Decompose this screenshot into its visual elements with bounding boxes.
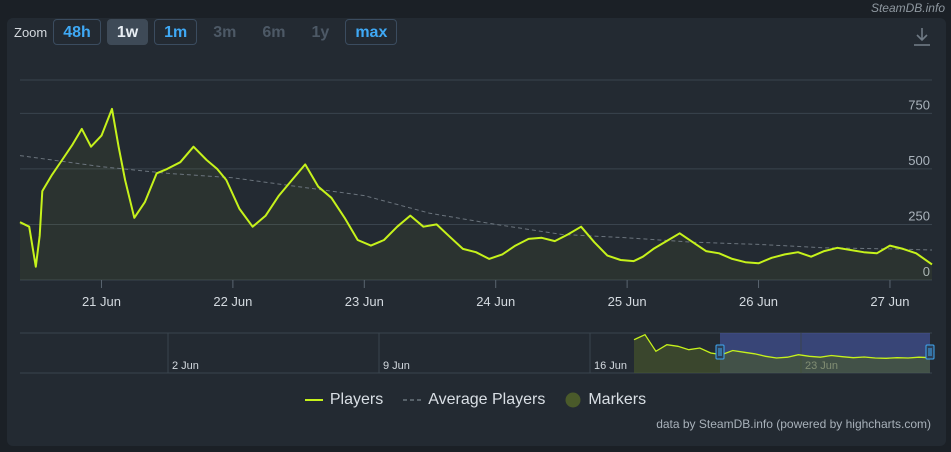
navigator-tick-label: 9 Jun bbox=[383, 360, 410, 372]
grid-lines bbox=[20, 79, 932, 281]
zoom-1w-button[interactable]: 1w bbox=[106, 19, 149, 45]
zoom-bar: Zoom 48h 1w 1m 3m 6m 1y max bbox=[14, 19, 403, 45]
x-tick-label: 27 Jun bbox=[870, 294, 909, 309]
zoom-3m-button[interactable]: 3m bbox=[213, 24, 237, 41]
y-tick-label: 750 bbox=[908, 97, 930, 112]
navigator-tick-label: 16 Jun bbox=[594, 360, 627, 372]
x-tick-label: 24 Jun bbox=[476, 294, 515, 309]
legend-item-average-players[interactable]: Average Players bbox=[403, 391, 545, 409]
zoom-48h-button[interactable]: 48h bbox=[53, 19, 101, 45]
navigator-right-handle[interactable] bbox=[925, 344, 935, 360]
legend-label: Average Players bbox=[428, 391, 546, 408]
credit-text: data by SteamDB.info (powered by highcha… bbox=[656, 417, 931, 431]
y-tick-label: 0 bbox=[923, 264, 930, 279]
zoom-label: Zoom bbox=[14, 24, 48, 40]
download-icon[interactable] bbox=[913, 26, 931, 48]
brand-watermark: SteamDB.info bbox=[870, 1, 945, 15]
navigator-left-handle[interactable] bbox=[715, 344, 725, 360]
x-tick-label: 23 Jun bbox=[345, 294, 384, 309]
legend-dash-icon bbox=[403, 399, 422, 401]
legend-item-markers[interactable]: Markers bbox=[565, 391, 646, 409]
navigator-area bbox=[634, 334, 930, 373]
legend-label: Markers bbox=[588, 391, 647, 408]
x-tick-label: 21 Jun bbox=[82, 294, 121, 309]
x-tick-label: 25 Jun bbox=[608, 294, 647, 309]
y-tick-label: 250 bbox=[908, 208, 930, 223]
x-axis-ticks: 21 Jun 22 Jun 23 Jun 24 Jun 25 Jun 26 Jun 27 J… bbox=[82, 280, 909, 309]
legend-label: Players bbox=[329, 391, 384, 408]
legend-item-players[interactable]: Players bbox=[304, 391, 384, 409]
legend-line-icon bbox=[304, 399, 323, 401]
navigator-line bbox=[633, 333, 931, 359]
y-axis-ticks: 0 250 500 750 bbox=[908, 97, 930, 279]
players-line bbox=[19, 107, 933, 268]
player-count-chart: 0 250 500 750 21 Jun 22 Jun 23 Jun 24 Jun 25 Ju… bbox=[19, 79, 935, 374]
navigator-tick-label: 2 Jun bbox=[172, 360, 199, 372]
average-players-line bbox=[19, 155, 933, 251]
legend-dot-icon bbox=[565, 392, 581, 408]
zoom-max-button[interactable]: max bbox=[345, 19, 398, 45]
plot-area bbox=[19, 107, 933, 281]
x-tick-label: 26 Jun bbox=[739, 294, 778, 309]
chart-panel bbox=[7, 18, 946, 446]
y-tick-label: 500 bbox=[908, 153, 930, 168]
zoom-1m-button[interactable]: 1m bbox=[154, 19, 198, 45]
zoom-1y-button[interactable]: 1y bbox=[311, 24, 330, 41]
legend: Players Average Players Markers bbox=[0, 391, 951, 409]
players-area bbox=[20, 108, 932, 281]
zoom-6m-button[interactable]: 6m bbox=[262, 24, 286, 41]
x-tick-label: 22 Jun bbox=[213, 294, 252, 309]
